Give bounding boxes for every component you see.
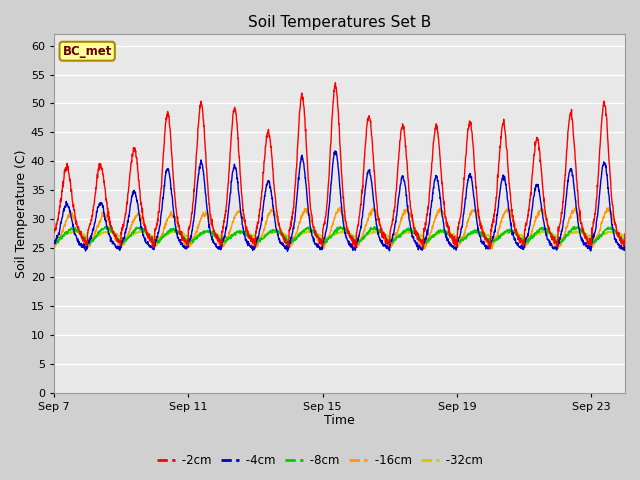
Y-axis label: Soil Temperature (C): Soil Temperature (C) [15,149,28,278]
X-axis label: Time: Time [324,414,355,427]
Legend:  -2cm,  -4cm,  -8cm,  -16cm,  -32cm: -2cm, -4cm, -8cm, -16cm, -32cm [152,449,488,472]
Title: Soil Temperatures Set B: Soil Temperatures Set B [248,15,431,30]
Text: BC_met: BC_met [63,45,112,58]
